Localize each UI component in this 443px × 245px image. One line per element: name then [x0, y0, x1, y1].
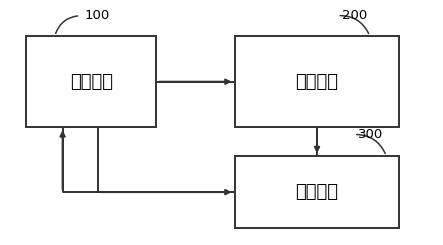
Text: 从站设备: 从站设备	[295, 73, 338, 91]
Bar	[234, 156, 400, 228]
Text: 100: 100	[85, 9, 110, 22]
Bar	[26, 36, 156, 127]
Text: 300: 300	[358, 128, 384, 141]
Text: 200: 200	[342, 9, 367, 22]
Text: 监控设备: 监控设备	[295, 183, 338, 201]
Text: 控制设备: 控制设备	[70, 73, 113, 91]
Bar	[234, 36, 400, 127]
